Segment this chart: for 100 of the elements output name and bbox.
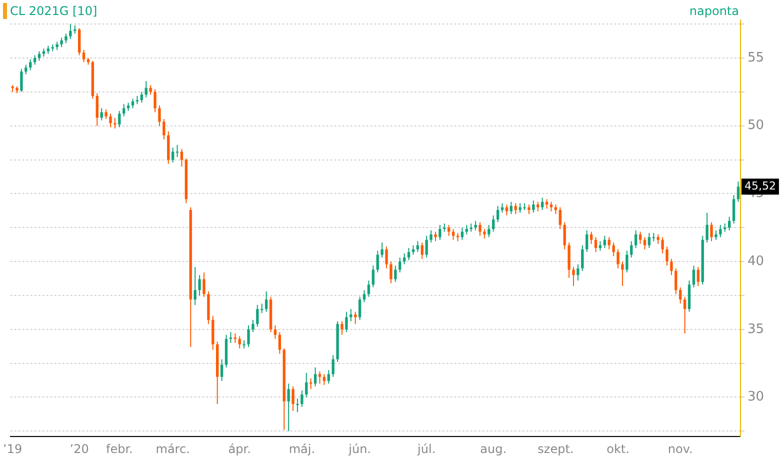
candlestick <box>714 230 718 240</box>
candlestick <box>594 236 598 253</box>
candlestick <box>78 28 81 56</box>
candlestick <box>300 390 304 408</box>
candlestick <box>118 110 121 128</box>
candlestick <box>536 201 540 212</box>
candlestick <box>385 246 388 269</box>
candlestick <box>256 304 259 328</box>
candlestick <box>558 206 562 230</box>
candlestick <box>29 58 32 71</box>
x-tick-label: febr. <box>106 442 133 456</box>
candlestick <box>478 222 482 236</box>
candlestick <box>104 109 108 120</box>
candlestick <box>131 98 134 109</box>
candlestick <box>460 227 464 240</box>
candlestick <box>176 144 179 158</box>
candlestick <box>149 84 152 96</box>
x-tick-label: ’19 <box>3 442 22 456</box>
candlestick <box>634 230 638 248</box>
candlestick <box>706 212 708 244</box>
candlestick <box>576 264 580 282</box>
candlestick <box>496 205 500 223</box>
candlestick <box>648 232 651 248</box>
candlestick <box>696 266 700 286</box>
candlestick <box>728 216 731 231</box>
annotation: 45,52 <box>744 180 776 192</box>
candlestick <box>514 202 517 215</box>
candlestick <box>367 280 370 298</box>
candlestick <box>158 104 161 126</box>
candlestick <box>492 214 495 232</box>
candlestick <box>683 296 686 334</box>
candlestick <box>122 104 126 117</box>
candlestick <box>109 113 112 128</box>
candlestick <box>616 248 620 269</box>
text: naponta <box>689 3 739 19</box>
candlestick <box>390 261 392 284</box>
candlestick <box>425 235 428 258</box>
candlestick <box>234 332 236 344</box>
candlestick <box>278 332 282 354</box>
x-tick-label: júl. <box>416 442 436 456</box>
candlestick <box>541 197 544 210</box>
candlestick <box>612 242 615 257</box>
x-tick-label: aug. <box>480 442 507 456</box>
candlestick <box>154 88 156 113</box>
y-tick-label: 40 <box>747 254 764 269</box>
candlestick <box>603 235 606 248</box>
candlestick <box>372 265 375 288</box>
candlestick <box>692 265 696 288</box>
candlestick <box>488 224 490 238</box>
x-tick-label: jún. <box>348 442 371 456</box>
candlestick <box>380 242 384 258</box>
candlestick <box>590 231 593 244</box>
candlestick <box>247 324 250 348</box>
candlestick <box>69 24 72 40</box>
candlestick <box>229 332 232 344</box>
candlestick <box>264 290 268 312</box>
candlestick <box>416 240 420 253</box>
candlestick <box>327 370 330 384</box>
candlestick <box>292 386 294 412</box>
candlestick <box>162 118 166 140</box>
candlestick <box>430 230 432 244</box>
candlestick <box>563 222 566 250</box>
x-tick-label: márc. <box>156 442 190 456</box>
candlestick <box>305 372 308 398</box>
candlestick <box>238 336 241 349</box>
candlestick <box>345 311 348 333</box>
candlestick <box>202 272 206 298</box>
candlestick <box>483 228 486 239</box>
candlestick <box>398 256 402 273</box>
candlestick <box>438 224 442 240</box>
candlestick <box>314 366 317 387</box>
candlestick <box>322 374 326 386</box>
candlestick <box>621 261 624 286</box>
candlestick <box>528 204 530 215</box>
candlestick <box>448 224 450 236</box>
chart-title: CL 2021G [10] <box>3 3 98 19</box>
candlestick <box>670 258 673 276</box>
x-tick-label: nov. <box>668 442 693 456</box>
candlestick <box>581 244 584 272</box>
candlestick <box>140 91 143 104</box>
x-tick-label: máj. <box>288 442 316 456</box>
candlestick <box>402 252 406 265</box>
candlestick <box>407 247 410 261</box>
candlestick <box>340 320 344 336</box>
candlestick <box>33 54 36 66</box>
candlestick <box>287 383 290 432</box>
candlestick <box>82 49 86 63</box>
candlestick <box>64 33 68 44</box>
candlestick <box>656 234 660 244</box>
candlestick <box>24 64 28 75</box>
candlestick <box>638 231 642 244</box>
candlestick <box>394 265 397 282</box>
candlestick <box>626 250 628 273</box>
y-tick-label: 55 <box>747 50 764 66</box>
candlestick <box>505 204 508 216</box>
candlestick <box>550 201 553 212</box>
candlestick <box>274 324 277 340</box>
candlestick <box>96 92 98 126</box>
candlestick <box>679 286 682 304</box>
candlestick <box>420 242 424 260</box>
